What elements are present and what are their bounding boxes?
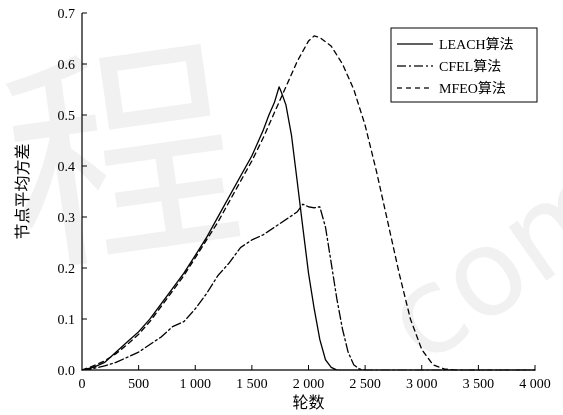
legend-box xyxy=(390,27,538,103)
y-tick-label: 0.3 xyxy=(58,211,76,226)
y-tick-label: 0.0 xyxy=(58,364,76,379)
series-line-cfel xyxy=(81,203,536,371)
y-tick-label: 0.7 xyxy=(58,7,76,22)
x-axis-title: 轮数 xyxy=(292,394,324,412)
y-axis: 0.0 0.1 0.2 0.3 0.4 0.5 0.6 0.7 xyxy=(58,7,87,379)
series-line-leach xyxy=(81,86,536,371)
x-tick-label: 1 500 xyxy=(236,377,268,392)
x-tick-label: 3 500 xyxy=(463,377,495,392)
series-layer xyxy=(81,35,536,371)
y-tick-label: 0.5 xyxy=(58,109,76,124)
x-tick-label: 500 xyxy=(128,377,149,392)
legend-label-cfel: CFEL算法 xyxy=(439,59,501,75)
x-tick-label: 1 000 xyxy=(180,377,212,392)
y-tick-label: 0.1 xyxy=(58,313,76,328)
x-tick-label: 2 500 xyxy=(349,377,381,392)
legend: LEACH算法 CFEL算法 MFEO算法 xyxy=(390,27,538,103)
y-tick-label: 0.6 xyxy=(58,58,76,73)
y-axis-title: 节点平均方差 xyxy=(14,143,32,239)
y-tick-label: 0.2 xyxy=(58,262,76,277)
x-axis: 0 500 1 000 1 500 2 000 2 500 3 000 3 500 4 000 xyxy=(79,365,551,392)
x-tick-label: 0 xyxy=(79,377,86,392)
x-tick-label: 4 000 xyxy=(519,377,551,392)
svg-text:程: 程 xyxy=(0,13,255,309)
legend-label-leach: LEACH算法 xyxy=(439,37,514,53)
series-line-mfeo xyxy=(81,35,536,371)
svg-text:com: com xyxy=(360,130,563,391)
x-tick-label: 3 000 xyxy=(406,377,438,392)
x-tick-label: 2 000 xyxy=(293,377,325,392)
legend-label-mfeo: MFEO算法 xyxy=(439,81,506,97)
y-tick-label: 0.4 xyxy=(58,160,76,175)
